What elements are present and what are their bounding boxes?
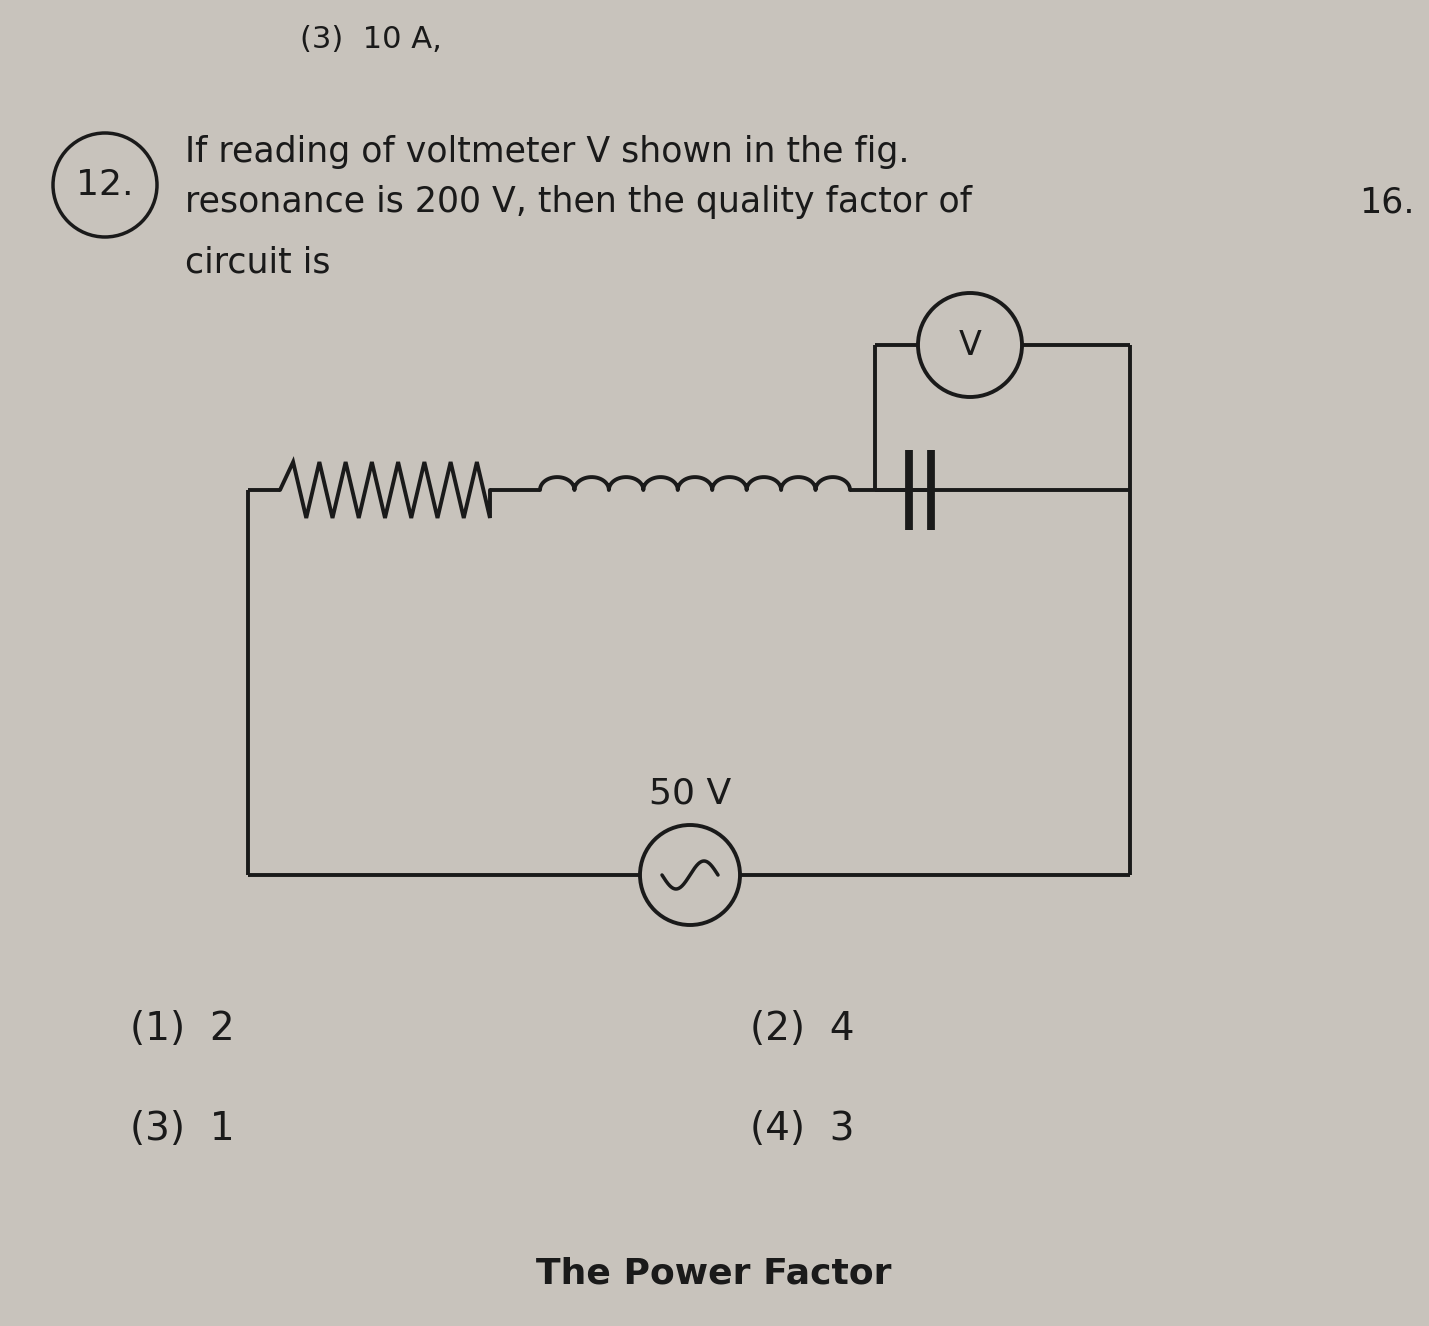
Text: 12.: 12. xyxy=(76,168,134,202)
Text: (3)  10 A,: (3) 10 A, xyxy=(300,25,442,54)
Text: resonance is 200 V, then the quality factor of: resonance is 200 V, then the quality fac… xyxy=(184,186,972,219)
Text: The Power Factor: The Power Factor xyxy=(536,1256,892,1290)
Text: (3)  1: (3) 1 xyxy=(130,1110,234,1148)
Text: 16.: 16. xyxy=(1359,186,1415,219)
Circle shape xyxy=(917,293,1022,396)
Text: (4)  3: (4) 3 xyxy=(750,1110,855,1148)
Text: (2)  4: (2) 4 xyxy=(750,1010,855,1048)
Text: 50 V: 50 V xyxy=(649,776,732,810)
Text: circuit is: circuit is xyxy=(184,245,330,278)
Text: (1)  2: (1) 2 xyxy=(130,1010,234,1048)
Text: V: V xyxy=(959,329,982,362)
Text: If reading of voltmeter V shown in the fig.: If reading of voltmeter V shown in the f… xyxy=(184,135,909,168)
